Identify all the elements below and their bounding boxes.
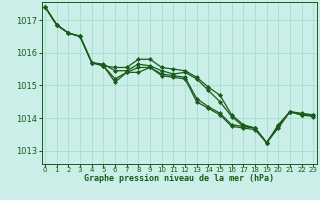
X-axis label: Graphe pression niveau de la mer (hPa): Graphe pression niveau de la mer (hPa): [84, 174, 274, 183]
